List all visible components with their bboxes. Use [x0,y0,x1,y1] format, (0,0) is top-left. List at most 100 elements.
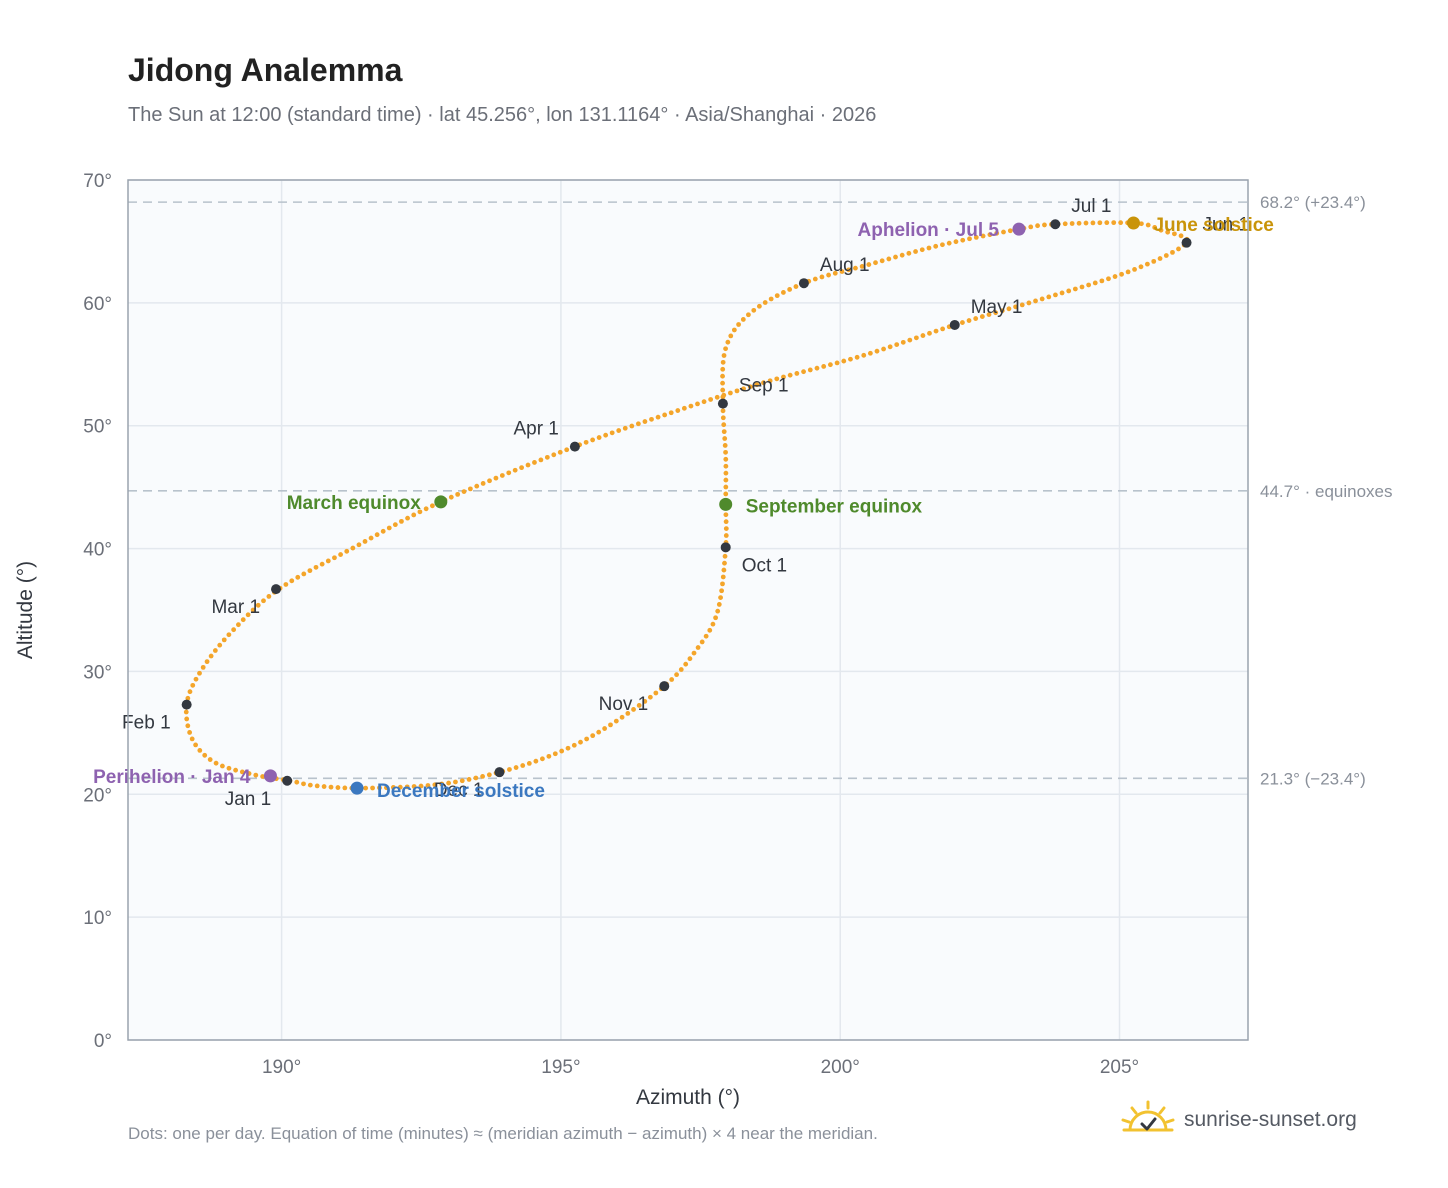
daily-dot [377,785,382,791]
daily-dot [854,354,860,360]
daily-dot [919,247,925,253]
daily-dot [253,772,259,778]
daily-dot [1007,228,1013,234]
daily-dot [1001,229,1006,235]
daily-dot [473,775,479,781]
daily-dot [906,250,912,256]
event-marker-dot [263,769,277,783]
daily-dot [720,574,726,580]
daily-dot [313,564,319,570]
daily-dot [1033,298,1038,304]
daily-dot [893,254,898,260]
daily-dot [723,477,729,483]
y-tick-label: 70° [83,171,112,192]
daily-dot [801,369,806,375]
daily-dot [675,408,681,413]
month-marker-label: Sep 1 [739,376,789,397]
daily-dot [747,384,753,390]
event-marker-dot [350,781,364,795]
event-marker-dot [1126,216,1140,230]
daily-dot [723,526,729,531]
daily-dot [533,758,539,764]
daily-dot [1165,229,1171,235]
daily-dot [390,785,396,790]
month-marker-label: Jan 1 [225,789,271,810]
daily-dot [506,470,512,476]
daily-dot [859,263,865,269]
daily-dot [861,352,867,358]
plot-frame [127,179,1249,1041]
daily-dot [608,722,613,728]
event-marker-label: September equinox [746,496,923,517]
daily-dot [721,353,727,358]
daily-dot [221,637,227,643]
daily-dot [774,293,780,299]
daily-dot [480,774,485,779]
daily-dot [255,602,261,608]
daily-dot [695,645,701,650]
daily-dot [193,676,199,682]
x-tick-label: 200° [821,1057,860,1078]
daily-dot [616,428,622,433]
daily-dot [1090,220,1096,226]
daily-dot [384,785,389,791]
daily-dot [723,346,728,352]
daily-dot [722,560,727,566]
daily-dot [602,726,608,731]
daily-dot [867,350,873,356]
brand-logo[interactable]: sunrise-sunset.org [1120,1100,1357,1140]
event-marker-dot [1012,222,1026,236]
daily-dot [239,769,245,775]
daily-dot [960,237,966,243]
daily-dot [642,419,648,424]
daily-dot [1066,288,1072,294]
y-tick-label: 10° [83,908,112,929]
daily-dot [762,300,768,305]
daily-dot [202,752,208,758]
daily-dot [960,320,965,325]
daily-dot [683,661,689,667]
daily-dot [231,627,237,633]
daily-dot [404,784,410,790]
daily-dot [200,664,206,670]
daily-dot [1026,300,1032,306]
daily-dot [707,627,713,633]
daily-dot [439,781,445,787]
daily-dot [399,518,404,524]
daily-dot [980,233,986,239]
daily-dot [1042,222,1047,228]
daily-dot [720,359,726,365]
daily-dot [1072,286,1078,292]
daily-dot [920,333,926,338]
daily-dot [846,267,852,273]
daily-dot [720,394,726,400]
daily-dot [583,439,589,445]
reference-line-label: 68.2° (+23.4°) [1260,193,1366,212]
month-marker-label: Nov 1 [599,694,649,715]
daily-dot [622,425,628,431]
daily-dot [250,607,256,613]
daily-dot [722,436,728,441]
daily-dot [900,339,906,345]
daily-dot [332,555,337,561]
daily-dot [557,449,563,455]
daily-dot [1158,227,1164,233]
x-axis-label: Azimuth (°) [636,1086,740,1109]
daily-dot [590,733,596,739]
reference-line-label: 21.3° (−23.4°) [1260,769,1366,788]
daily-dot [540,756,545,762]
daily-dot [894,342,900,348]
daily-dot [1019,302,1025,308]
daily-dot [213,760,219,766]
daily-dot [913,249,918,254]
daily-dot [841,358,847,364]
daily-dot [246,771,252,776]
daily-dot [1144,261,1150,267]
daily-dot [720,408,726,414]
daily-dot [187,689,193,695]
daily-dot [1118,220,1124,226]
daily-dot [609,430,615,436]
daily-dot [751,307,757,313]
daily-dot [466,777,472,782]
daily-dot [459,778,465,784]
